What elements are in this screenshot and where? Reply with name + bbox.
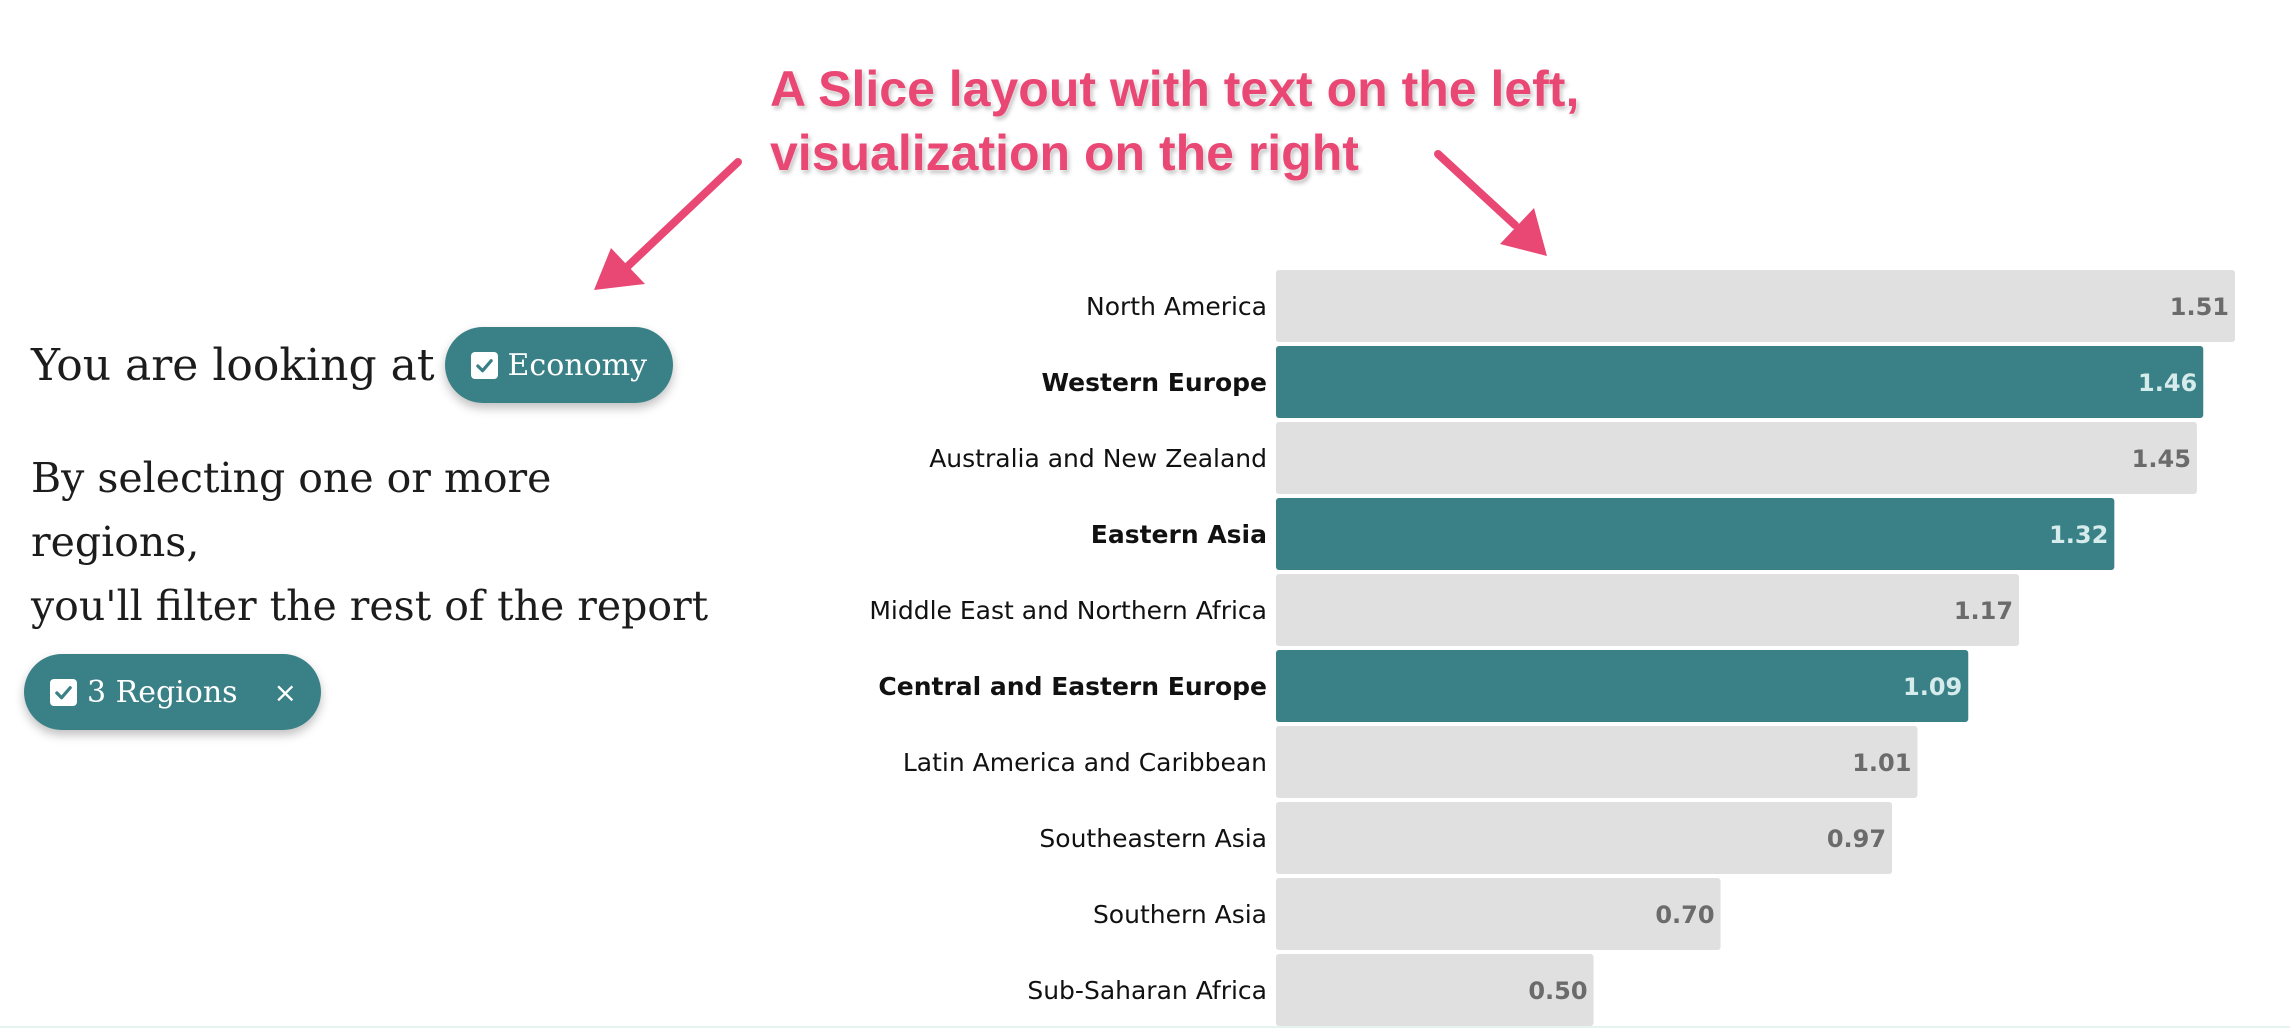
- bar-middle-east-and-northern-africa[interactable]: [1276, 574, 2020, 646]
- value-label: 0.50: [1528, 977, 1587, 1005]
- instruction-line-2: you'll filter the rest of the report: [31, 582, 709, 630]
- close-icon[interactable]: ×: [273, 675, 298, 709]
- economy-pill[interactable]: Economy: [444, 327, 674, 403]
- value-label: 1.51: [2170, 293, 2229, 321]
- regions-pill-label: 3 Regions: [87, 674, 238, 710]
- category-label[interactable]: Western Europe: [1042, 368, 1268, 397]
- checkbox-checked-icon: [470, 351, 498, 379]
- category-label[interactable]: Eastern Asia: [1091, 520, 1267, 549]
- bar-western-europe[interactable]: [1276, 346, 2204, 418]
- bar-australia-and-new-zealand[interactable]: [1276, 422, 2197, 494]
- value-label: 1.01: [1852, 749, 1911, 777]
- bar-latin-america-and-caribbean[interactable]: [1276, 726, 1918, 798]
- value-label: 0.70: [1655, 901, 1714, 929]
- category-label[interactable]: Latin America and Caribbean: [903, 748, 1267, 777]
- annotation-title-line-2: visualization on the right: [770, 125, 1359, 181]
- bottom-divider: [0, 1026, 2290, 1028]
- category-label[interactable]: Southern Asia: [1093, 900, 1267, 929]
- value-label: 1.45: [2132, 445, 2191, 473]
- category-label[interactable]: North America: [1086, 292, 1267, 321]
- value-label: 0.97: [1827, 825, 1886, 853]
- value-label: 1.09: [1903, 673, 1962, 701]
- category-label[interactable]: Sub-Saharan Africa: [1027, 976, 1267, 1005]
- value-label: 1.46: [2138, 369, 2197, 397]
- bar-sub-saharan-africa[interactable]: [1276, 954, 1594, 1026]
- category-label[interactable]: Middle East and Northern Africa: [869, 596, 1267, 625]
- bar-southern-asia[interactable]: [1276, 878, 1721, 950]
- instruction-line-1: By selecting one or more regions,: [31, 454, 552, 566]
- bar-north-america[interactable]: [1276, 270, 2235, 342]
- category-label[interactable]: Southeastern Asia: [1039, 824, 1267, 853]
- bar-central-and-eastern-europe[interactable]: [1276, 650, 1969, 722]
- checkbox-checked-icon: [50, 678, 77, 706]
- annotation-title-line-1: A Slice layout with text on the left,: [770, 61, 1580, 117]
- value-label: 1.32: [2049, 521, 2108, 549]
- current-view-row: You are looking at Economy: [31, 326, 674, 404]
- regions-filter-pill[interactable]: 3 Regions ×: [24, 654, 322, 730]
- economy-pill-label: Economy: [507, 347, 648, 383]
- category-label[interactable]: Central and Eastern Europe: [878, 672, 1267, 701]
- instruction-text: By selecting one or more regions, you'll…: [31, 446, 731, 638]
- bar-southeastern-asia[interactable]: [1276, 802, 1893, 874]
- category-label[interactable]: Australia and New Zealand: [929, 444, 1267, 473]
- bar-eastern-asia[interactable]: [1276, 498, 2115, 570]
- looking-at-label: You are looking at: [31, 339, 435, 391]
- value-label: 1.17: [1954, 597, 2013, 625]
